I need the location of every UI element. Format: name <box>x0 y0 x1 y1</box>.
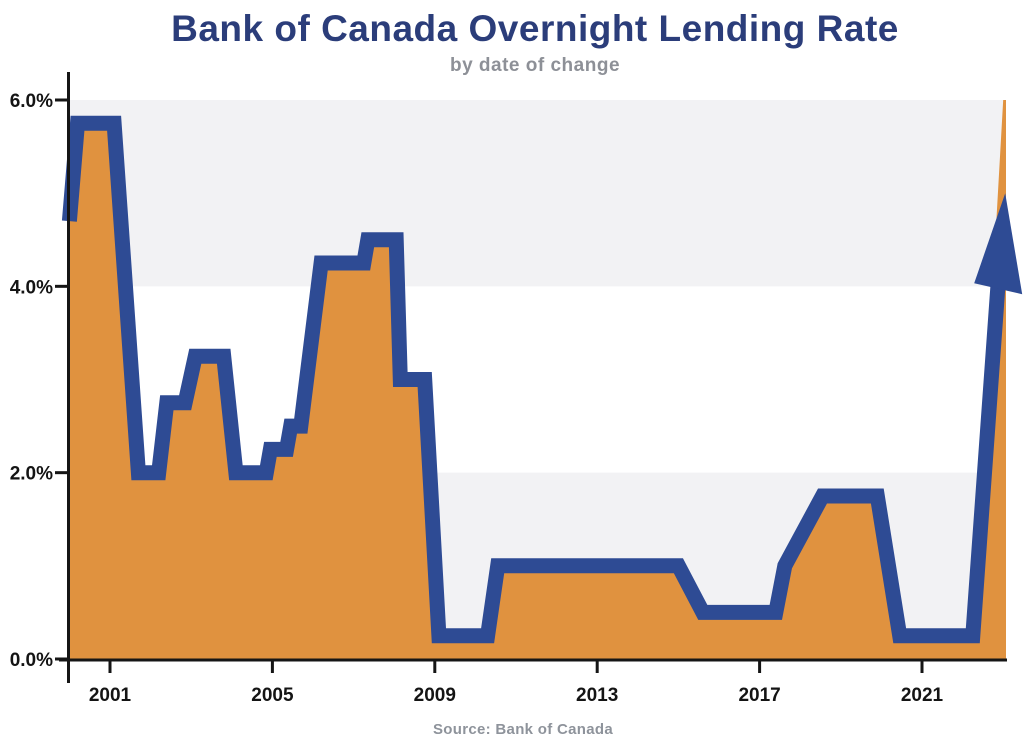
x-tick-label: 2005 <box>251 685 294 706</box>
band-4-6pct <box>68 100 1006 287</box>
source-note: Source: Bank of Canada <box>433 721 613 738</box>
chart-subtitle: by date of change <box>450 55 620 76</box>
y-tick-label: 4.0% <box>10 277 53 298</box>
x-axis-labels: 2001 2005 2009 2013 2017 2021 <box>89 685 944 706</box>
y-tick-label: 2.0% <box>10 464 53 485</box>
x-tick-label: 2021 <box>901 685 944 706</box>
x-tick-label: 2017 <box>738 685 780 706</box>
y-tick-label: 6.0% <box>10 91 53 112</box>
arrowhead <box>974 193 1023 295</box>
y-axis-labels: 0.0% 2.0% 4.0% 6.0% <box>10 91 53 671</box>
chart-title: Bank of Canada Overnight Lending Rate <box>171 8 899 49</box>
y-tick-label: 0.0% <box>10 650 53 671</box>
axes <box>55 72 1007 683</box>
trend-up-arrow <box>974 193 1023 295</box>
rate-polyline <box>61 115 1006 644</box>
rate-area-fill <box>69 100 1006 659</box>
x-tick-label: 2001 <box>89 685 132 706</box>
x-tick-label: 2013 <box>576 685 618 706</box>
rate-area <box>69 100 1006 659</box>
x-tick-label: 2009 <box>414 685 456 706</box>
rate-line <box>61 115 1006 644</box>
